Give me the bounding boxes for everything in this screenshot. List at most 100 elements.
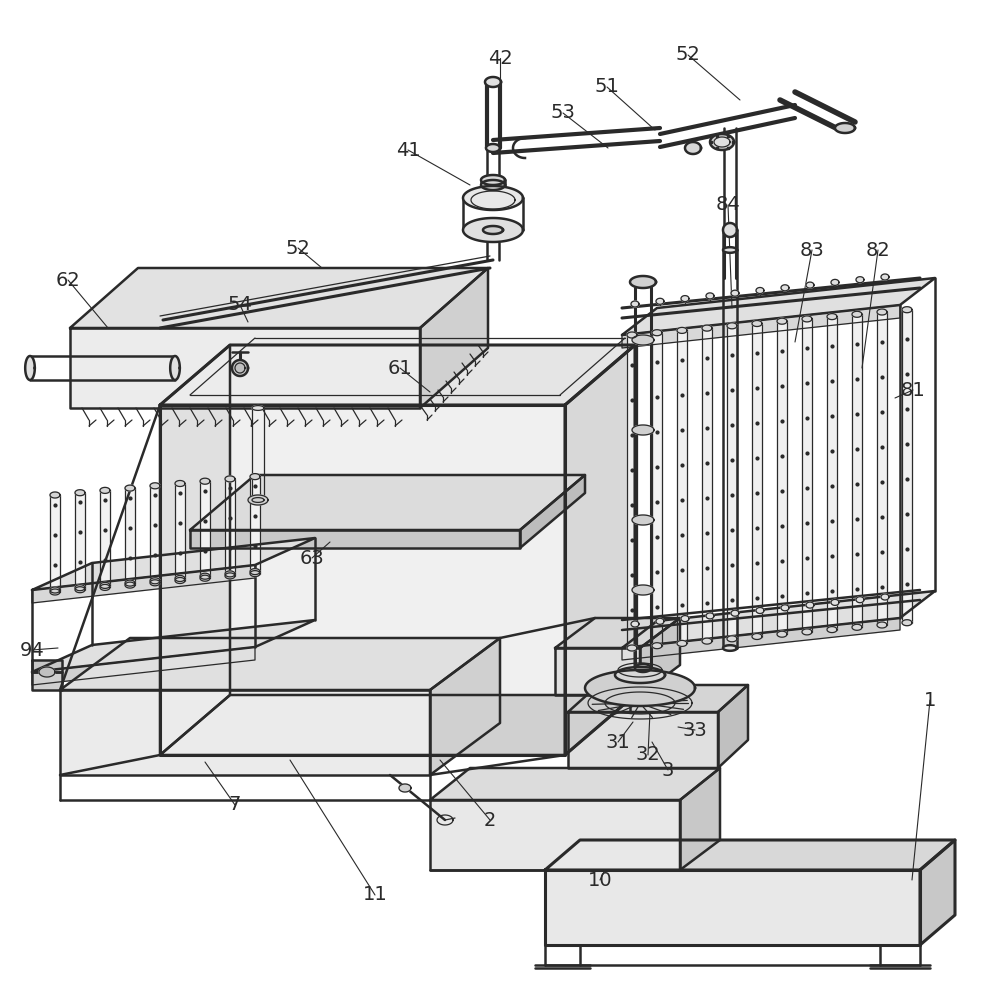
Polygon shape [856, 597, 864, 603]
Polygon shape [520, 475, 585, 548]
Text: 2: 2 [484, 810, 496, 830]
Polygon shape [125, 582, 135, 588]
Polygon shape [685, 142, 701, 154]
Polygon shape [585, 670, 695, 706]
Polygon shape [235, 363, 245, 373]
Polygon shape [731, 610, 739, 616]
Polygon shape [200, 573, 210, 579]
Text: 11: 11 [362, 886, 387, 904]
Polygon shape [175, 484, 185, 578]
Polygon shape [727, 326, 737, 639]
Polygon shape [170, 356, 180, 380]
Polygon shape [806, 282, 814, 288]
Polygon shape [677, 330, 687, 643]
Polygon shape [631, 301, 639, 307]
Polygon shape [702, 638, 712, 644]
Polygon shape [75, 585, 85, 591]
Text: 82: 82 [866, 240, 890, 259]
Polygon shape [232, 360, 248, 376]
Polygon shape [555, 648, 640, 695]
Polygon shape [777, 631, 787, 637]
Polygon shape [702, 328, 712, 641]
Polygon shape [150, 581, 160, 583]
Polygon shape [622, 618, 900, 660]
Polygon shape [463, 186, 523, 210]
Polygon shape [877, 312, 887, 625]
Text: 53: 53 [551, 104, 575, 122]
Polygon shape [50, 495, 60, 590]
Polygon shape [200, 576, 210, 578]
Polygon shape [160, 345, 635, 405]
Polygon shape [568, 685, 748, 712]
Polygon shape [555, 618, 680, 648]
Text: 42: 42 [488, 48, 512, 68]
Polygon shape [125, 580, 135, 586]
Polygon shape [802, 319, 812, 632]
Polygon shape [200, 575, 210, 581]
Polygon shape [632, 515, 654, 525]
Polygon shape [723, 247, 737, 253]
Polygon shape [752, 324, 762, 637]
Polygon shape [781, 605, 789, 611]
Text: 51: 51 [595, 78, 620, 97]
Polygon shape [881, 274, 889, 280]
Polygon shape [681, 616, 689, 622]
Polygon shape [75, 587, 85, 593]
Polygon shape [420, 268, 488, 408]
Polygon shape [100, 487, 110, 493]
Polygon shape [622, 278, 935, 335]
Text: 52: 52 [676, 45, 700, 64]
Polygon shape [248, 495, 268, 505]
Polygon shape [150, 578, 160, 584]
Polygon shape [565, 345, 635, 755]
Polygon shape [777, 321, 787, 634]
Polygon shape [50, 492, 60, 498]
Polygon shape [160, 695, 635, 755]
Polygon shape [100, 584, 110, 590]
Text: 10: 10 [588, 870, 613, 890]
Polygon shape [125, 488, 135, 583]
Polygon shape [486, 144, 500, 152]
Polygon shape [635, 664, 651, 672]
Polygon shape [160, 405, 565, 755]
Text: 84: 84 [716, 196, 741, 215]
Polygon shape [622, 305, 900, 348]
Polygon shape [225, 574, 235, 576]
Polygon shape [545, 870, 920, 945]
Text: 94: 94 [20, 641, 44, 660]
Polygon shape [463, 218, 523, 242]
Text: 32: 32 [635, 746, 660, 764]
Polygon shape [252, 406, 264, 410]
Polygon shape [920, 840, 955, 945]
Polygon shape [250, 569, 260, 575]
Polygon shape [723, 645, 737, 651]
Polygon shape [706, 613, 714, 619]
Polygon shape [877, 622, 887, 628]
Polygon shape [32, 538, 315, 590]
Polygon shape [225, 479, 235, 574]
Polygon shape [150, 483, 160, 489]
Text: 81: 81 [900, 380, 925, 399]
Polygon shape [225, 476, 235, 482]
Polygon shape [852, 314, 862, 627]
Polygon shape [702, 325, 712, 331]
Polygon shape [630, 276, 656, 288]
Polygon shape [827, 317, 837, 630]
Polygon shape [831, 599, 839, 605]
Text: 63: 63 [299, 548, 324, 568]
Polygon shape [852, 624, 862, 630]
Polygon shape [632, 585, 654, 595]
Text: 1: 1 [924, 690, 936, 710]
Polygon shape [100, 585, 110, 587]
Polygon shape [631, 621, 639, 627]
Polygon shape [485, 77, 501, 87]
Text: 83: 83 [800, 240, 824, 259]
Polygon shape [125, 583, 135, 585]
Polygon shape [150, 486, 160, 581]
Polygon shape [627, 332, 637, 338]
Polygon shape [481, 175, 505, 185]
Polygon shape [652, 643, 662, 649]
Polygon shape [225, 571, 235, 577]
Polygon shape [640, 618, 680, 695]
Polygon shape [50, 590, 60, 592]
